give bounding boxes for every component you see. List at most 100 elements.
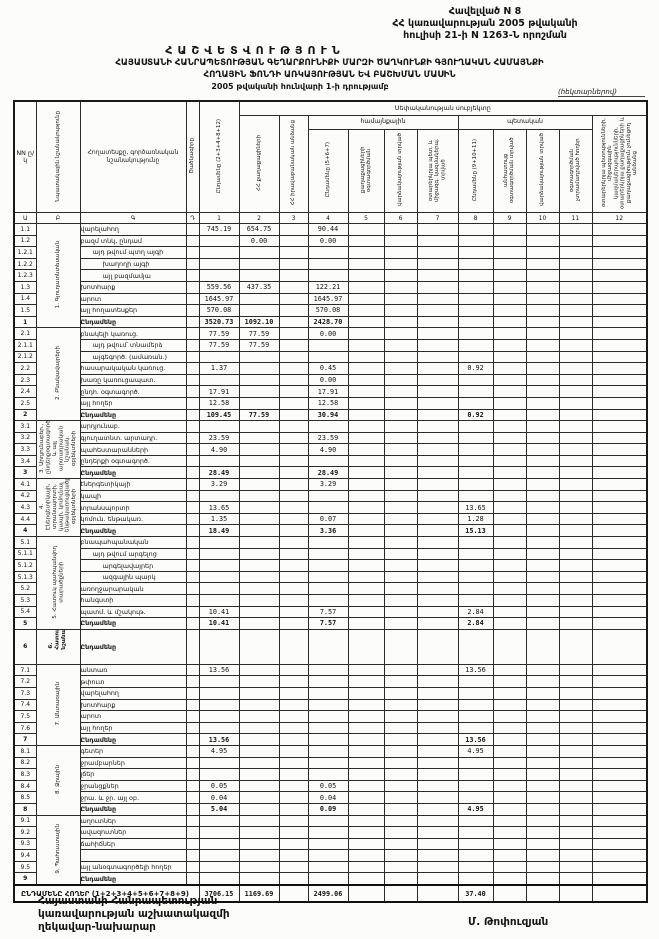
code-cell [185, 628, 200, 665]
value-cell-c12 [591, 617, 648, 630]
code-cell [185, 698, 200, 712]
value-cell-c1 [198, 675, 240, 688]
value-cell-c9 [492, 698, 527, 712]
value-cell-c10 [525, 675, 560, 688]
value-cell-c5 [347, 686, 385, 700]
value-cell-c2 [238, 860, 280, 874]
value-cell-c7 [416, 837, 459, 851]
grand-total-c6 [383, 884, 418, 904]
row-number: 9 [13, 872, 37, 886]
table-row: 5 Ընդամենը 10.41 7.57 2.84 [13, 617, 648, 630]
value-cell-c10 [525, 872, 560, 886]
value-cell-c3 [278, 304, 309, 317]
value-cell-c8: 2.84 [457, 617, 494, 630]
value-cell-c7 [416, 304, 459, 317]
appendix-line-3: հուլիսի 21-ի N 1263-Ն որոշման [403, 29, 567, 41]
value-cell-c10 [525, 814, 560, 828]
row-label: անտառ [79, 663, 187, 677]
value-cell-c6 [383, 686, 418, 700]
value-cell-c4 [307, 582, 349, 595]
value-cell-c2 [238, 744, 280, 758]
value-cell-c1: 13.56 [198, 663, 240, 677]
value-cell-c9 [492, 223, 527, 236]
value-cell-c9 [492, 269, 527, 282]
value-cell-c3 [278, 570, 309, 584]
value-cell-c2 [238, 582, 280, 595]
value-cell-c8 [457, 582, 494, 595]
value-cell-c1 [198, 536, 240, 549]
row-label: այդ թվում՝ տնամերձ [79, 338, 187, 352]
value-cell-c12 [591, 223, 648, 236]
value-cell-c6 [383, 756, 418, 770]
column-number-13: 9 [492, 212, 527, 224]
value-cell-c4 [307, 663, 349, 677]
value-cell-c1 [198, 594, 240, 607]
value-cell-c3 [278, 686, 309, 700]
value-cell-c8 [457, 721, 494, 735]
value-cell-c3 [278, 443, 309, 456]
value-cell-c11 [558, 663, 593, 677]
value-cell-c4 [307, 547, 349, 561]
value-cell-c10 [525, 420, 560, 433]
value-cell-c10 [525, 559, 560, 572]
value-cell-c10 [525, 710, 560, 723]
value-cell-c5 [347, 594, 385, 607]
row-label: հանգստի [79, 594, 187, 607]
value-cell-c11 [558, 292, 593, 306]
code-cell [185, 408, 200, 422]
table-row: 4.2 կապի [13, 489, 648, 503]
value-cell-c2 [238, 269, 280, 282]
value-cell-c5 [347, 304, 385, 317]
value-cell-c12 [591, 536, 648, 549]
value-cell-c9 [492, 837, 527, 851]
value-cell-c8 [457, 338, 494, 352]
value-cell-c1 [198, 269, 240, 282]
value-cell-c1: 0.05 [198, 779, 240, 793]
value-cell-c8: 4.95 [457, 802, 494, 816]
code-cell [185, 338, 200, 352]
value-cell-c1 [198, 234, 240, 248]
value-cell-c4: 7.57 [307, 617, 349, 630]
value-cell-c1: 28.49 [198, 466, 240, 480]
value-cell-c2 [238, 837, 280, 851]
value-cell-c5 [347, 443, 385, 456]
value-cell-c1 [198, 860, 240, 874]
value-cell-c10 [525, 686, 560, 700]
value-cell-c3 [278, 454, 309, 468]
value-cell-c4 [307, 501, 349, 514]
value-cell-c1 [198, 710, 240, 723]
value-cell-c2 [238, 524, 280, 538]
value-cell-c10 [525, 744, 560, 758]
section-label-text: 3. Արդյունաբեր., ընդերքօգտագործ. և այլ ա… [38, 420, 77, 475]
value-cell-c12 [591, 860, 648, 874]
value-cell-c8 [457, 443, 494, 456]
value-cell-c2: 437.35 [238, 280, 280, 294]
value-cell-c11 [558, 768, 593, 781]
value-cell-c2 [238, 617, 280, 630]
value-cell-c4 [307, 536, 349, 549]
value-cell-c9 [492, 315, 527, 329]
value-cell-c4 [307, 860, 349, 874]
value-cell-c5 [347, 385, 385, 398]
value-cell-c9 [492, 594, 527, 607]
value-cell-c3 [278, 872, 309, 886]
value-cell-c8 [457, 280, 494, 294]
value-cell-c4: 122.21 [307, 280, 349, 294]
value-cell-c4 [307, 570, 349, 584]
value-cell-c6 [383, 454, 418, 468]
row-number: 8.4 [13, 779, 37, 793]
value-cell-c2 [238, 362, 280, 375]
value-cell-c11 [558, 385, 593, 398]
value-cell-c3 [278, 605, 309, 619]
value-cell-c8 [457, 559, 494, 572]
row-label: այլ հողատեսքեր [79, 304, 187, 317]
code-cell [185, 663, 200, 677]
value-cell-c11 [558, 779, 593, 793]
row-label: ճահիճներ [79, 837, 187, 851]
code-cell [185, 721, 200, 735]
code-cell [185, 744, 200, 758]
value-cell-c11 [558, 304, 593, 317]
value-cell-c6 [383, 292, 418, 306]
value-cell-c1 [198, 420, 240, 433]
value-cell-c1 [198, 837, 240, 851]
